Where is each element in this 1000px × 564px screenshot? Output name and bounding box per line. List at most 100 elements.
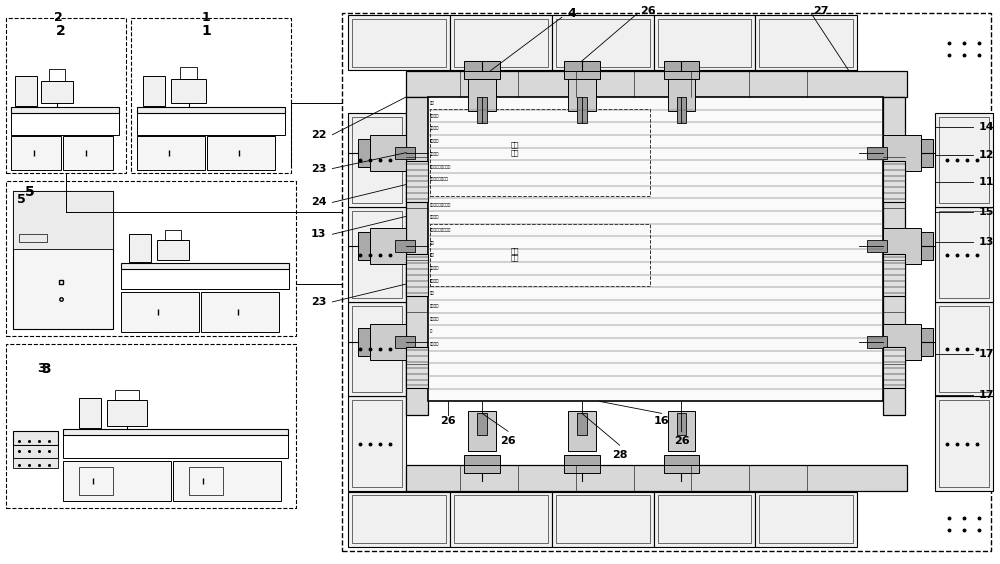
Bar bbox=[406, 97, 428, 415]
Text: 23: 23 bbox=[311, 164, 326, 174]
Text: 砂质泥岩、中粒砂岩: 砂质泥岩、中粒砂岩 bbox=[430, 202, 452, 207]
Text: 砂岩: 砂岩 bbox=[430, 102, 435, 105]
Bar bbox=[370, 228, 406, 264]
Bar bbox=[564, 71, 600, 79]
Text: 砂岩: 砂岩 bbox=[430, 241, 435, 245]
Bar bbox=[867, 336, 887, 347]
Bar bbox=[352, 19, 446, 67]
Bar bbox=[348, 15, 450, 70]
Text: 细粒砂岩: 细粒砂岩 bbox=[430, 114, 440, 118]
Bar bbox=[668, 71, 695, 111]
Bar bbox=[464, 455, 500, 465]
Bar bbox=[13, 458, 58, 468]
Bar bbox=[348, 208, 406, 302]
Bar bbox=[189, 467, 223, 495]
Text: 中粒砂岩: 中粒砂岩 bbox=[430, 152, 440, 156]
Text: 2: 2 bbox=[54, 11, 63, 24]
Bar bbox=[11, 113, 119, 135]
Bar bbox=[883, 228, 921, 264]
Text: 24: 24 bbox=[311, 197, 326, 208]
Bar bbox=[939, 117, 989, 204]
Bar bbox=[395, 336, 415, 347]
Bar bbox=[454, 19, 548, 67]
Bar bbox=[568, 71, 596, 111]
Bar bbox=[883, 254, 905, 296]
Text: 14: 14 bbox=[979, 122, 994, 132]
Text: 5: 5 bbox=[24, 186, 34, 200]
Text: 17: 17 bbox=[979, 349, 994, 359]
Text: 15: 15 bbox=[979, 208, 994, 217]
Bar bbox=[358, 232, 370, 260]
Bar bbox=[137, 136, 205, 170]
Bar bbox=[41, 81, 73, 103]
Bar bbox=[207, 136, 275, 170]
Text: 泥: 泥 bbox=[430, 329, 433, 334]
Bar bbox=[759, 19, 853, 67]
Bar bbox=[352, 400, 402, 487]
Text: 亚关
键层: 亚关 键层 bbox=[511, 247, 519, 261]
Bar bbox=[921, 139, 933, 166]
Bar bbox=[79, 398, 101, 428]
Bar bbox=[883, 97, 905, 415]
Text: 3: 3 bbox=[41, 362, 51, 376]
Bar bbox=[6, 343, 296, 508]
Bar bbox=[157, 240, 189, 260]
Bar bbox=[406, 161, 428, 202]
Bar bbox=[13, 445, 58, 458]
Bar bbox=[115, 390, 139, 400]
Bar bbox=[577, 413, 587, 435]
Text: 2: 2 bbox=[56, 24, 66, 38]
Text: 中粒砂岩: 中粒砂岩 bbox=[430, 127, 440, 131]
Text: 中粒砂岩: 中粒砂岩 bbox=[430, 279, 440, 283]
Bar bbox=[121, 263, 289, 269]
Text: 12: 12 bbox=[979, 149, 994, 160]
Bar bbox=[406, 71, 907, 97]
Bar bbox=[137, 107, 285, 113]
Bar bbox=[63, 461, 171, 501]
Bar bbox=[358, 139, 370, 166]
Text: 26: 26 bbox=[500, 436, 516, 446]
Bar bbox=[19, 234, 47, 242]
Bar bbox=[677, 97, 686, 123]
Bar bbox=[358, 328, 370, 356]
Bar bbox=[143, 76, 165, 106]
Text: 5: 5 bbox=[17, 193, 26, 206]
Bar bbox=[668, 411, 695, 451]
Bar bbox=[352, 306, 402, 393]
Bar bbox=[173, 461, 281, 501]
Bar bbox=[352, 117, 402, 204]
Bar bbox=[131, 18, 291, 173]
Bar bbox=[564, 465, 600, 473]
Bar bbox=[883, 324, 921, 360]
Bar bbox=[654, 15, 755, 70]
Bar bbox=[664, 465, 699, 473]
Bar bbox=[755, 15, 857, 70]
Bar bbox=[171, 79, 206, 103]
Bar bbox=[370, 324, 406, 360]
Bar bbox=[107, 400, 147, 426]
Bar bbox=[867, 240, 887, 252]
Text: 砂质泥岩: 砂质泥岩 bbox=[430, 266, 440, 270]
Text: 11: 11 bbox=[979, 178, 994, 187]
Bar bbox=[63, 429, 288, 435]
Bar bbox=[556, 19, 650, 67]
Bar bbox=[935, 302, 993, 396]
Text: 砂质泥岩: 砂质泥岩 bbox=[430, 304, 440, 309]
Text: 13: 13 bbox=[979, 237, 994, 247]
Bar bbox=[556, 495, 650, 543]
Bar bbox=[395, 147, 415, 158]
Text: 泥岩: 泥岩 bbox=[430, 292, 435, 296]
Bar bbox=[63, 435, 288, 458]
Bar bbox=[564, 455, 600, 465]
Text: 砂质泥岩: 砂质泥岩 bbox=[430, 342, 440, 346]
Bar bbox=[564, 61, 600, 71]
Bar bbox=[79, 467, 113, 495]
Bar bbox=[370, 135, 406, 170]
Text: 1: 1 bbox=[201, 24, 211, 38]
Bar bbox=[63, 136, 113, 170]
Bar bbox=[129, 234, 151, 262]
Bar bbox=[468, 71, 496, 111]
Bar bbox=[939, 400, 989, 487]
Text: 3: 3 bbox=[37, 362, 46, 375]
Bar bbox=[464, 465, 500, 473]
